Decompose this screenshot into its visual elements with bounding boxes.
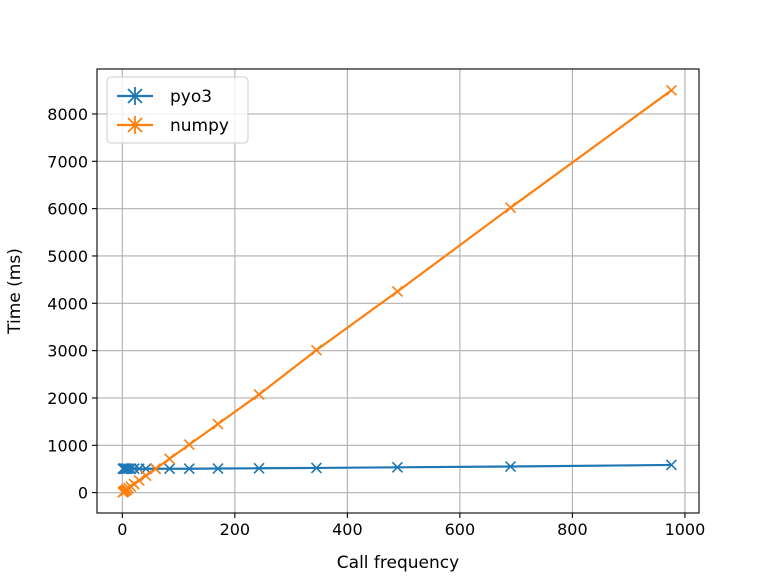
data-point-marker: [391, 285, 404, 298]
series-layer: [117, 84, 677, 498]
data-point-marker: [125, 463, 137, 475]
data-point-marker: [504, 460, 517, 473]
legend-item: numpy: [117, 116, 229, 136]
y-tick-label: 6000: [47, 200, 88, 219]
x-tick-label: 0: [117, 520, 127, 539]
legend-label: pyo3: [170, 87, 212, 107]
y-tick-label: 7000: [47, 152, 88, 171]
y-tick-label: 2000: [47, 389, 88, 408]
data-point-marker: [212, 462, 224, 475]
legend-marker: [127, 87, 143, 105]
legend-box: [106, 76, 249, 144]
data-point-marker: [164, 453, 176, 465]
data-point-marker: [665, 459, 677, 471]
y-tick-label: 1000: [47, 436, 88, 455]
data-point-marker: [665, 84, 677, 96]
y-tick-label: 0: [78, 484, 88, 503]
x-axis-label: Call frequency: [337, 553, 459, 573]
data-point-marker: [391, 461, 404, 473]
data-point-marker: [133, 474, 145, 487]
x-tick-label: 600: [445, 520, 476, 539]
legend-label: numpy: [170, 116, 229, 136]
axes-frame: [96, 68, 700, 514]
x-tick-label: 200: [220, 520, 251, 539]
series-numpy: [117, 84, 677, 498]
grid-lines: [97, 69, 699, 513]
x-tick-label: 1000: [665, 520, 706, 539]
data-point-marker: [310, 462, 322, 474]
legend-item: pyo3: [117, 87, 212, 107]
data-point-marker: [128, 478, 140, 490]
legend-marker: [127, 116, 143, 134]
y-tick-label: 5000: [47, 247, 88, 266]
data-point-marker: [149, 463, 162, 475]
data-point-marker: [212, 418, 224, 430]
data-point-marker: [310, 344, 322, 356]
legend: pyo3 numpy: [106, 76, 249, 144]
data-point-marker: [164, 463, 176, 475]
x-tick-label: 400: [332, 520, 363, 539]
data-point-marker: [128, 463, 140, 475]
data-point-marker: [140, 470, 152, 482]
data-point-marker: [504, 202, 517, 214]
y-tick-label: 8000: [47, 105, 88, 124]
y-axis-label: Time (ms): [5, 248, 25, 335]
y-tick-label: 4000: [47, 294, 88, 313]
ticks: 0 200 400 600 800 1000 0 1000 2000 3000 4000 5000 60…: [47, 105, 705, 539]
data-point-marker: [183, 439, 195, 451]
y-tick-label: 3000: [47, 342, 88, 361]
data-point-marker: [253, 462, 265, 474]
x-tick-label: 800: [557, 520, 588, 539]
data-point-marker: [253, 388, 265, 401]
data-point-marker: [183, 463, 195, 475]
